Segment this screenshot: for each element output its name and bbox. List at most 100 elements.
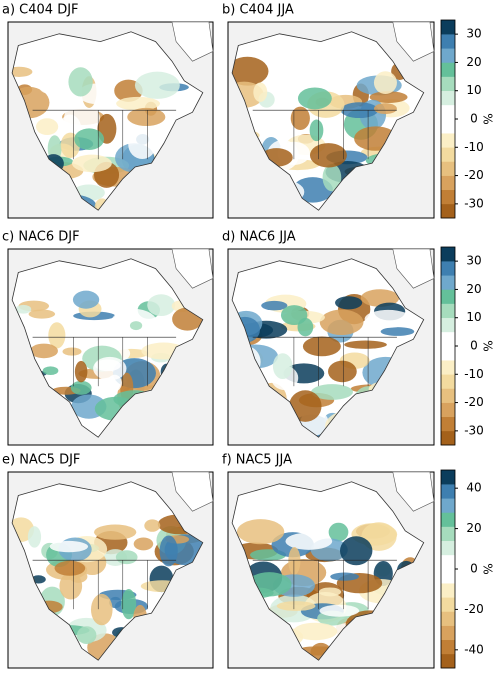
anomaly-patch	[373, 103, 397, 115]
anomaly-patch	[15, 304, 32, 314]
colorbar-bin	[441, 90, 455, 106]
colorbar-bin	[441, 133, 455, 148]
anomaly-patch	[364, 309, 412, 328]
anomaly-patch	[70, 380, 92, 395]
colorbar-label: %	[481, 113, 495, 124]
colorbar-bin	[441, 374, 455, 389]
colorbar-tick-label: -20	[464, 168, 484, 182]
anomaly-patch	[309, 143, 347, 168]
colorbar-tick-label: -40	[464, 642, 484, 656]
colorbar-label: %	[481, 340, 495, 351]
anomaly-patch	[232, 56, 269, 86]
colorbar-tick-label: 10	[466, 310, 481, 324]
anomaly-patch	[113, 285, 137, 312]
anomaly-patch	[293, 622, 338, 641]
anomaly-patch	[297, 317, 314, 337]
anomaly-patch	[115, 550, 138, 565]
colorbar-tick-label: -10	[464, 140, 484, 154]
anomaly-patch	[49, 540, 89, 553]
panel-title: f) NAC5 JJA	[222, 453, 292, 468]
map-panel	[227, 248, 435, 446]
colorbar-bin	[441, 583, 455, 598]
anomaly-patch	[71, 154, 112, 173]
panel-title: d) NAC6 JJA	[222, 230, 296, 245]
anomaly-patch	[94, 524, 137, 540]
colorbar-tick-label: 0	[470, 339, 478, 353]
coastline	[231, 258, 425, 438]
panel-title: a) C404 DJF	[2, 3, 79, 18]
coastline	[231, 31, 425, 211]
anomaly-patch	[147, 294, 176, 317]
colorbar-bin	[441, 203, 455, 219]
colorbar-bin	[441, 484, 455, 499]
colorbar-bin	[441, 317, 455, 333]
colorbar-bin	[441, 76, 455, 92]
colorbar-tick-label: 30	[466, 27, 481, 41]
anomaly-patch	[68, 319, 82, 332]
colorbar-bin	[441, 119, 455, 134]
colorbar-bin	[441, 189, 455, 205]
anomaly-patch	[319, 309, 364, 336]
colorbar-bin	[441, 470, 455, 485]
anomaly-patch	[127, 107, 166, 127]
anomaly-patch	[236, 519, 285, 545]
anomaly-patch	[37, 69, 59, 94]
colorbar-bin	[441, 402, 455, 418]
anomaly-patch	[35, 118, 59, 136]
anomaly-patch	[63, 103, 100, 134]
anomaly-patch	[272, 353, 293, 380]
coastline	[11, 31, 204, 211]
anomaly-patch	[311, 384, 353, 400]
colorbar-bin	[441, 20, 455, 35]
colorbar-tick-label: -20	[464, 395, 484, 409]
colorbar-bin	[441, 247, 455, 262]
panel-title: e) NAC5 DJF	[2, 453, 80, 468]
anomaly-patch	[42, 366, 59, 375]
map-panel	[7, 21, 214, 219]
anomaly-patch	[62, 347, 82, 356]
anomaly-patch	[144, 519, 161, 532]
anomaly-patch	[68, 67, 93, 97]
anomaly-patch	[276, 601, 316, 611]
anomaly-patch	[289, 390, 322, 422]
anomaly-patch	[28, 309, 56, 319]
anomaly-patch	[322, 163, 342, 192]
colorbar-bin	[441, 303, 455, 319]
anomaly-patch	[369, 91, 408, 103]
anomaly-patch	[285, 532, 333, 550]
colorbar-bin	[441, 625, 455, 641]
colorbar-bin	[441, 289, 455, 304]
colorbar-bin	[441, 554, 455, 570]
anomaly-patch	[116, 96, 160, 111]
anomaly-patch	[93, 356, 127, 381]
anomaly-patch	[121, 589, 137, 620]
anomaly-patch	[339, 536, 373, 566]
anomaly-patch	[360, 289, 400, 307]
anomaly-patch	[288, 547, 301, 575]
colorbar-bin	[441, 331, 455, 347]
colorbar-bin	[441, 48, 455, 63]
colorbar-bin	[441, 430, 455, 446]
panel-title: c) NAC6 DJF	[2, 230, 80, 245]
anomaly-patch	[133, 537, 154, 551]
colorbar-tick-label: -30	[464, 423, 484, 437]
anomaly-patch	[261, 300, 288, 311]
map-panel	[7, 248, 214, 446]
colorbar-tick-label: 30	[466, 254, 481, 268]
colorbar-bin	[441, 416, 455, 432]
anomaly-patch	[319, 604, 360, 617]
map-panel	[7, 471, 214, 669]
colorbar-label: %	[481, 563, 495, 574]
anomaly-patch	[134, 71, 180, 99]
greenland	[392, 21, 435, 62]
map-panel	[227, 21, 435, 219]
anomaly-patch	[29, 343, 58, 359]
colorbar-tick-label: 20	[466, 282, 481, 296]
anomaly-patch	[344, 340, 387, 349]
colorbar-bin	[441, 346, 455, 361]
colorbar-tick-label: -30	[464, 196, 484, 210]
anomaly-patch	[74, 128, 105, 150]
colorbar-bin	[441, 526, 455, 542]
colorbar-bin	[441, 569, 455, 584]
colorbar-bin	[441, 34, 455, 49]
